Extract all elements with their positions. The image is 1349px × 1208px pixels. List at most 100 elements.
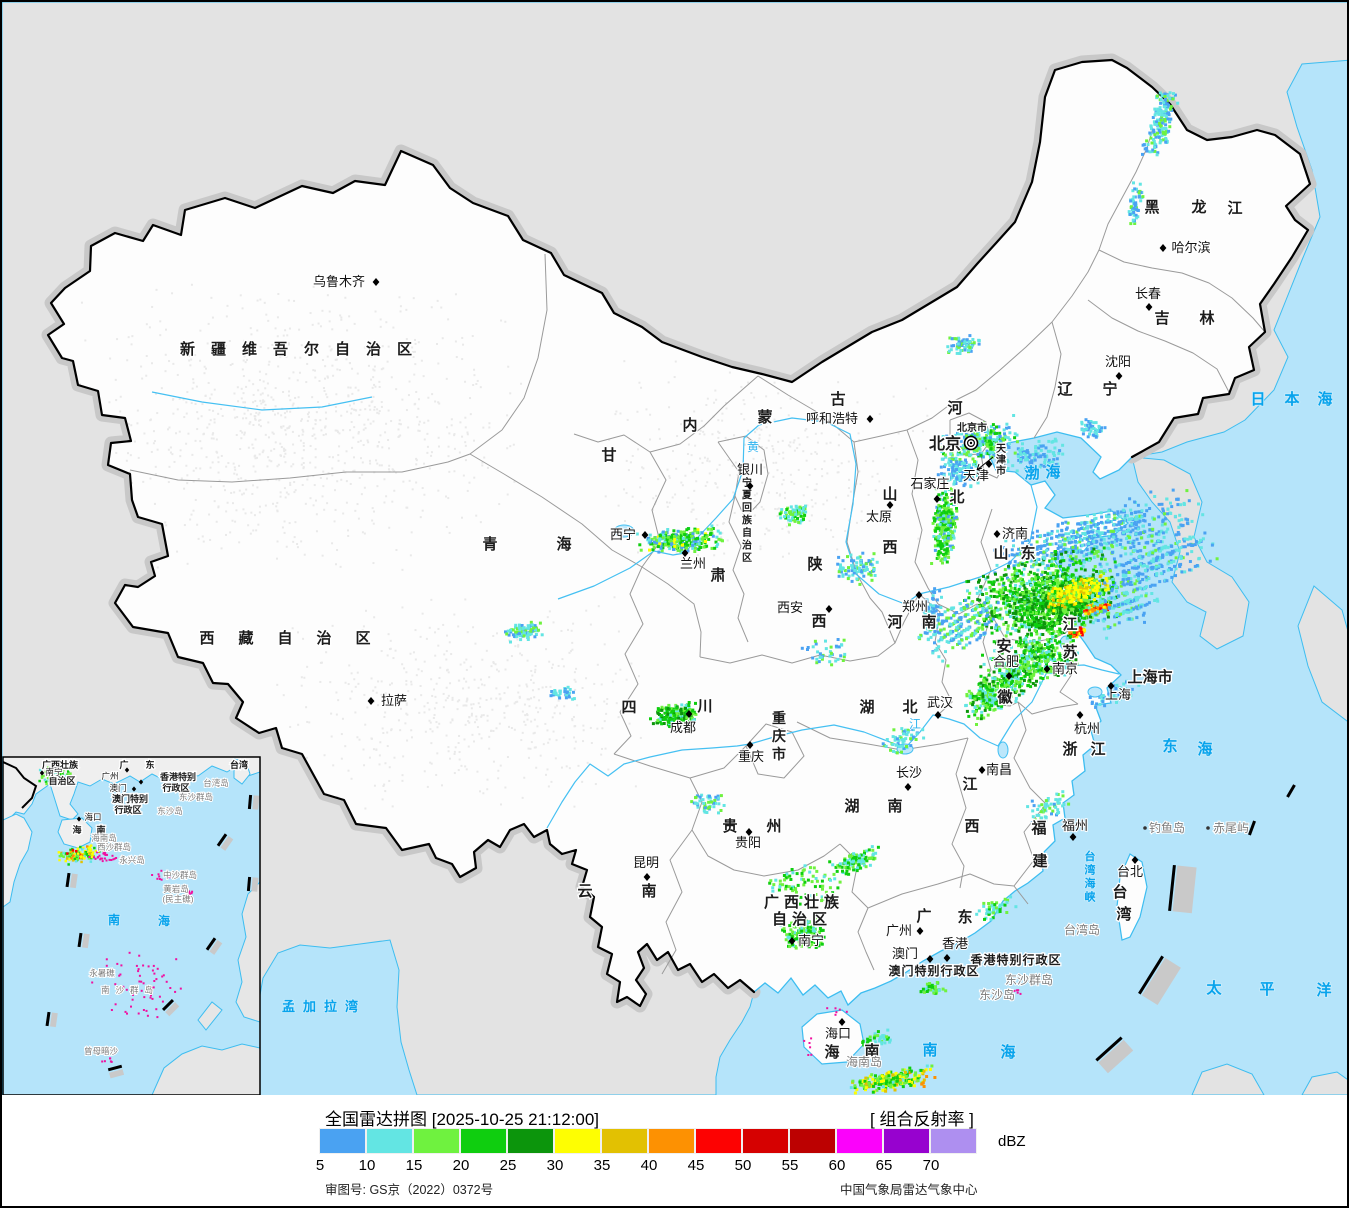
- dash-segment: [107, 1064, 123, 1072]
- legend-color-cell: [695, 1128, 742, 1154]
- province-label: 区: [742, 552, 752, 564]
- legend-tick-label: 25: [499, 1157, 517, 1174]
- province-label: 河: [887, 613, 902, 631]
- province-label: 西藏自治区: [199, 629, 394, 647]
- leader-arrow: [976, 456, 994, 471]
- rivers-and-lakes: [151, 391, 1120, 829]
- legend-color-cell: [648, 1128, 695, 1154]
- city-marker: [1145, 303, 1153, 311]
- city-marker: [681, 549, 689, 557]
- city-marker: [367, 697, 375, 705]
- province-label: 津: [996, 453, 1006, 466]
- island-label: 海南岛: [846, 1054, 882, 1069]
- inset-hainan: [57, 817, 93, 849]
- dash-segment: [216, 833, 228, 847]
- city-label: 昆明: [633, 855, 659, 870]
- inset-label: 南: [96, 824, 105, 835]
- province-label: 徽: [996, 688, 1013, 706]
- province-label: 州: [765, 818, 781, 835]
- province-boundary: [951, 737, 969, 889]
- province-label: 贵: [722, 817, 737, 835]
- city-marker: [915, 591, 923, 599]
- province-label: 浙: [1062, 740, 1077, 758]
- city-marker: [1131, 856, 1139, 864]
- province-boundary: [728, 495, 749, 643]
- legend-tick-label: 60: [828, 1157, 846, 1174]
- dash-segment: [205, 937, 217, 951]
- inset-city-marker: [131, 786, 137, 792]
- inset-label: 行政区: [113, 804, 141, 815]
- province-label: 四: [621, 699, 636, 716]
- province-label: 吉: [1154, 309, 1169, 327]
- inset-label: 东沙岛: [157, 806, 183, 816]
- city-marker: [825, 605, 833, 613]
- province-boundary: [1033, 321, 1062, 439]
- sea-label: 海: [1197, 740, 1212, 758]
- province-label: 苏: [1062, 643, 1077, 661]
- river: [557, 417, 1038, 605]
- city-marker: [866, 415, 874, 423]
- dash-segment: [246, 876, 252, 892]
- province-boundary: [129, 453, 471, 483]
- legend-color-cell: [554, 1128, 601, 1154]
- province-label: 西: [882, 539, 897, 556]
- province-label: 西: [964, 818, 979, 835]
- city-marker: [1069, 833, 1077, 841]
- dash-segment: [45, 1011, 51, 1027]
- city-marker: [978, 766, 986, 774]
- inset-label: 台湾岛: [203, 778, 229, 788]
- inset-label: 中沙群岛: [163, 870, 197, 880]
- lake: [1087, 686, 1103, 698]
- inset-label: 广: [119, 759, 128, 770]
- city-label: 沈阳: [1105, 354, 1131, 369]
- capital-marker: [966, 439, 975, 448]
- province-label: 林: [1199, 309, 1215, 327]
- color-scale-bar: [319, 1128, 977, 1154]
- unit-label: dBZ: [998, 1133, 1026, 1150]
- dash-shadow: [165, 1002, 180, 1017]
- inset-label: 南沙群岛: [101, 985, 159, 995]
- inset-label: 台湾: [230, 759, 248, 770]
- province-label: 治: [742, 539, 752, 552]
- province-label: 回: [742, 502, 752, 514]
- city-marker: [926, 955, 934, 963]
- legend-panel: 全国雷达拼图 [2025-10-25 21:12:00] [ 组合反射率 ] 5…: [2, 1095, 1347, 1206]
- inset-label: 南宁: [45, 767, 62, 777]
- inset-label: 广西壮族: [42, 759, 79, 770]
- inset-label: 海: [72, 824, 81, 835]
- islet-dot: [1143, 826, 1147, 830]
- legend-tick-label: 40: [640, 1157, 658, 1174]
- legend-color-cell: [413, 1128, 460, 1154]
- inset-label: 永暑礁: [89, 968, 115, 978]
- inset-luzon: [235, 881, 260, 1023]
- city-marker: [1043, 665, 1051, 673]
- river-label: 黄: [747, 440, 759, 454]
- city-marker: [1107, 682, 1115, 690]
- province-label: 北: [902, 699, 917, 716]
- sea-label: 平: [1259, 981, 1274, 998]
- dash-shadow: [69, 873, 78, 889]
- province-label: 广西壮族: [764, 893, 844, 911]
- dash-segment: [1138, 955, 1164, 995]
- city-label: 澳门: [892, 946, 918, 961]
- city-marker: [838, 1018, 846, 1026]
- inset-city-marker: [138, 779, 144, 785]
- province-boundary: [846, 441, 896, 644]
- islet-dot: [1206, 826, 1210, 830]
- dash-segment: [65, 872, 71, 888]
- city-marker: [933, 495, 941, 503]
- dash-shadow: [209, 939, 223, 955]
- dash-segment: [77, 932, 83, 948]
- legend-tick-label: 5: [315, 1157, 325, 1174]
- legend-color-cell: [789, 1128, 836, 1154]
- inset-label: 黄岩岛: [163, 884, 189, 894]
- province-boundary: [906, 429, 939, 605]
- sea-label: 洋: [1316, 981, 1331, 999]
- legend-color-cell: [366, 1128, 413, 1154]
- city-label: 拉萨: [381, 693, 407, 708]
- city-marker: [1115, 372, 1123, 380]
- province-boundary: [661, 829, 693, 975]
- province-label: 江: [1062, 615, 1077, 633]
- province-boundary: [757, 127, 1154, 443]
